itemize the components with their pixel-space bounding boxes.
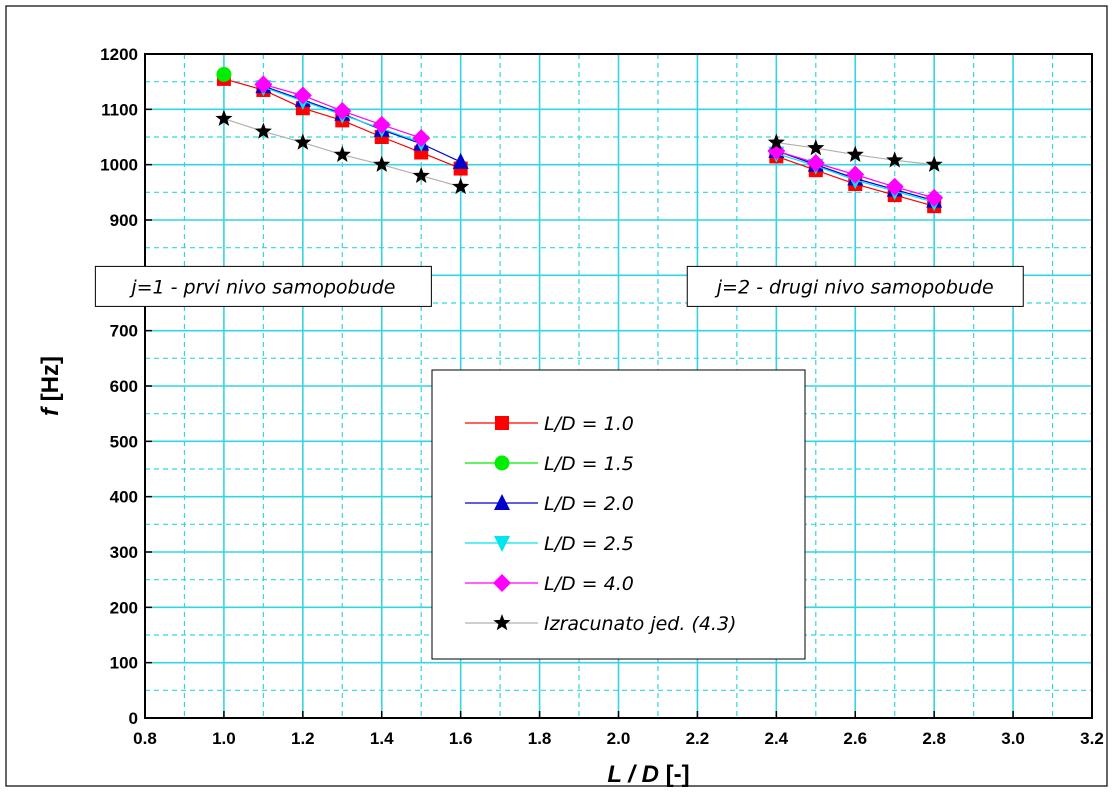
data-point bbox=[767, 141, 786, 160]
data-point bbox=[806, 154, 825, 173]
data-point bbox=[885, 177, 904, 196]
data-point bbox=[215, 109, 233, 126]
series-1 bbox=[216, 66, 232, 82]
data-point bbox=[372, 115, 391, 134]
legend-box bbox=[431, 369, 806, 660]
data-point bbox=[495, 416, 509, 430]
x-tick-label: 2.0 bbox=[607, 729, 631, 748]
y-tick-label: 0 bbox=[129, 709, 138, 728]
data-point bbox=[494, 536, 510, 552]
y-axis-unit: [Hz] bbox=[37, 356, 64, 401]
x-axis-unit: [-] bbox=[666, 761, 690, 788]
data-point bbox=[767, 133, 785, 150]
x-tick-label: 1.4 bbox=[370, 729, 394, 748]
legend-label: L/D = 1.5 bbox=[544, 453, 634, 475]
series-5 bbox=[215, 109, 943, 195]
data-point bbox=[373, 155, 391, 172]
x-tick-label: 3.2 bbox=[1080, 729, 1104, 748]
x-axis-symbol: L / D bbox=[607, 761, 665, 788]
y-tick-label: 1200 bbox=[100, 45, 138, 64]
data-point bbox=[846, 145, 864, 162]
y-axis-symbol: f bbox=[37, 401, 64, 416]
x-axis-title: L / D [-] bbox=[607, 761, 689, 788]
x-tick-label: 3.0 bbox=[1001, 729, 1025, 748]
data-point bbox=[846, 165, 865, 184]
x-tick-label: 1.2 bbox=[291, 729, 315, 748]
data-point bbox=[886, 151, 904, 168]
legend: L/D = 1.0 L/D = 1.5 L/D = 2.0 L/D = 2.5 L/D … bbox=[431, 369, 806, 660]
data-point bbox=[493, 614, 511, 631]
data-point bbox=[294, 133, 312, 150]
x-tick-label: 2.4 bbox=[765, 729, 789, 748]
data-point bbox=[254, 75, 273, 94]
annotation-box bbox=[686, 265, 1024, 307]
x-tick-label: 1.6 bbox=[449, 729, 473, 748]
annotations: j=1 - prvi nivo samopobude j=2 - drugi ni… bbox=[94, 265, 1024, 307]
data-point bbox=[452, 177, 470, 195]
data-point bbox=[493, 574, 511, 592]
annotation-box bbox=[94, 265, 432, 307]
annotation-label: j=2 - drugi nivo samopobude bbox=[714, 276, 994, 298]
legend-label: L/D = 4.0 bbox=[544, 573, 634, 595]
data-point bbox=[452, 152, 469, 169]
legend-label: L/D = 2.0 bbox=[544, 493, 634, 515]
x-tick-label: 1.8 bbox=[528, 729, 552, 748]
legend-label: Izracunato jed. (4.3) bbox=[544, 613, 736, 635]
data-point bbox=[216, 66, 232, 82]
data-point bbox=[494, 455, 510, 471]
y-tick-label: 600 bbox=[110, 377, 138, 396]
data-point bbox=[254, 122, 272, 139]
series-4 bbox=[254, 75, 944, 207]
y-tick-label: 1100 bbox=[101, 100, 138, 119]
series bbox=[215, 66, 944, 214]
x-tick-label: 2.2 bbox=[686, 729, 710, 748]
axis-titles: L / D [-] f [Hz] bbox=[37, 356, 690, 788]
data-point bbox=[412, 166, 430, 183]
y-tick-label: 900 bbox=[110, 211, 138, 230]
y-tick-label: 500 bbox=[110, 432, 138, 451]
data-point bbox=[925, 155, 943, 172]
x-tick-label: 1.0 bbox=[212, 729, 236, 748]
y-tick-label: 400 bbox=[110, 488, 138, 507]
y-tick-label: 1000 bbox=[100, 156, 138, 175]
legend-label: L/D = 1.0 bbox=[544, 413, 634, 435]
axis-ticks: 0.8 1.0 1.2 1.4 1.6 1.8 2.0 2.2 2.4 2.6 2.8 3.0 3.2 0… bbox=[100, 45, 1104, 748]
y-tick-label: 100 bbox=[110, 654, 138, 673]
data-point bbox=[333, 145, 351, 162]
annotation-label: j=1 - prvi nivo samopobude bbox=[128, 276, 395, 298]
x-tick-label: 0.8 bbox=[133, 729, 157, 748]
data-point bbox=[494, 494, 510, 510]
y-tick-label: 700 bbox=[110, 322, 138, 341]
data-point bbox=[807, 139, 825, 156]
y-tick-label: 300 bbox=[110, 543, 138, 562]
legend-label: L/D = 2.5 bbox=[544, 533, 634, 555]
x-tick-label: 2.8 bbox=[922, 729, 946, 748]
y-axis-title: f [Hz] bbox=[37, 356, 64, 416]
data-point bbox=[293, 86, 312, 105]
data-point bbox=[333, 101, 352, 120]
x-tick-label: 2.6 bbox=[843, 729, 867, 748]
data-point bbox=[925, 188, 944, 207]
y-tick-label: 200 bbox=[110, 598, 138, 617]
data-point bbox=[412, 129, 431, 148]
